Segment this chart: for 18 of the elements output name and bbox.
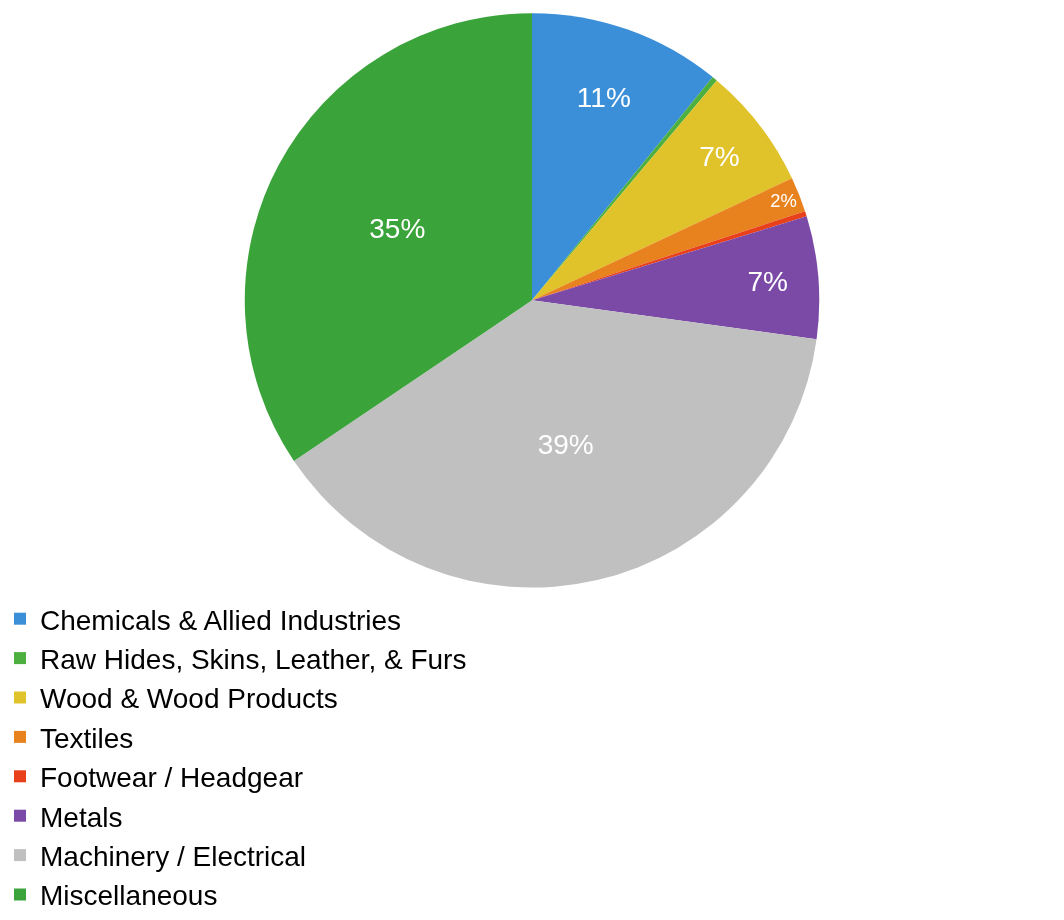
legend-label: Wood & Wood Products bbox=[40, 683, 338, 715]
pie-slice bbox=[293, 300, 817, 588]
data-label: 7% bbox=[699, 140, 740, 172]
data-label: 35% bbox=[369, 213, 426, 245]
legend-label: Chemicals & Allied Industries bbox=[40, 604, 402, 636]
pie-slice bbox=[245, 13, 532, 462]
legend-label: Metals bbox=[40, 801, 123, 833]
data-label: 7% bbox=[747, 265, 788, 297]
legend-label: Footwear / Headgear bbox=[40, 762, 304, 794]
data-label: 39% bbox=[537, 429, 594, 461]
legend-label: Machinery / Electrical bbox=[40, 841, 307, 873]
legend-label: Miscellaneous bbox=[40, 880, 218, 912]
data-label: 11% bbox=[576, 81, 631, 113]
pie-slice bbox=[532, 216, 820, 340]
legend-label: Raw Hides, Skins, Leather, & Furs bbox=[40, 644, 467, 676]
data-label: 2% bbox=[770, 189, 797, 211]
legend-label: Textiles bbox=[40, 722, 134, 754]
pie-slice bbox=[532, 178, 806, 301]
